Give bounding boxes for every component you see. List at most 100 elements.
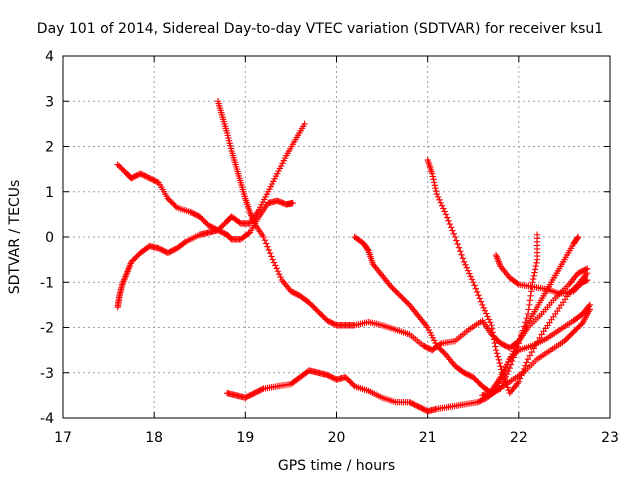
- data-point: [488, 322, 495, 329]
- data-point: [259, 386, 266, 393]
- data-point: [181, 239, 188, 246]
- data-point: [476, 295, 483, 302]
- data-point: [490, 332, 497, 340]
- data-point: [468, 276, 476, 283]
- series-track-4: [223, 306, 594, 415]
- x-tick-label: 22: [510, 430, 528, 446]
- data-point: [432, 187, 440, 195]
- data-point: [432, 184, 439, 192]
- data-point: [477, 298, 485, 305]
- y-axis-label: SDTVAR / TECUs: [7, 180, 23, 295]
- data-point: [518, 372, 525, 379]
- data-point: [523, 359, 530, 366]
- data-point: [470, 279, 477, 286]
- data-point: [454, 240, 461, 248]
- data-point: [172, 203, 179, 210]
- data-point: [289, 199, 296, 207]
- x-tick-label: 18: [145, 430, 163, 446]
- data-point: [522, 362, 529, 369]
- data-point: [584, 270, 591, 277]
- data-point: [447, 224, 455, 231]
- series-track-3: [214, 98, 591, 354]
- x-tick-label: 17: [54, 430, 72, 446]
- data-point: [479, 301, 486, 309]
- y-tick-label: 4: [45, 49, 54, 65]
- y-tick-label: -2: [40, 321, 54, 337]
- series-track-5: [351, 231, 541, 397]
- data-point: [489, 329, 496, 336]
- data-point: [516, 375, 524, 382]
- data-point: [528, 288, 535, 295]
- y-tick-label: -1: [40, 275, 54, 291]
- data-point: [462, 261, 469, 268]
- y-tick-label: 2: [45, 140, 54, 156]
- data-point: [504, 384, 511, 391]
- data-point: [449, 227, 456, 234]
- data-point: [466, 270, 473, 277]
- data-point: [486, 319, 494, 326]
- data-point: [436, 196, 443, 204]
- data-point: [472, 285, 480, 292]
- data-point: [519, 368, 526, 376]
- data-point: [524, 355, 532, 363]
- data-point: [525, 306, 532, 313]
- data-point: [430, 176, 437, 183]
- series-track-7: [492, 251, 591, 297]
- data-point: [264, 243, 271, 250]
- data-point: [301, 120, 308, 128]
- data-point: [429, 173, 437, 180]
- x-tick-label: 23: [601, 430, 619, 446]
- data-point: [492, 343, 499, 350]
- data-point: [467, 273, 474, 280]
- data-point: [442, 211, 450, 218]
- data-point: [492, 346, 500, 354]
- data-point: [437, 199, 444, 206]
- data-point: [526, 301, 533, 309]
- series-track-9: [479, 301, 594, 399]
- data-point: [533, 259, 540, 267]
- data-point: [526, 352, 534, 359]
- data-point: [272, 262, 279, 269]
- data-point: [484, 313, 491, 320]
- data-point: [433, 190, 440, 198]
- y-tick-label: 1: [45, 185, 54, 201]
- y-tick-label: 0: [45, 230, 54, 246]
- data-point: [429, 170, 436, 177]
- data-point: [497, 385, 504, 392]
- data-point: [440, 205, 447, 212]
- x-tick-label: 19: [236, 430, 254, 446]
- series-track-1: [114, 161, 296, 243]
- data-point: [459, 255, 467, 262]
- data-point: [453, 237, 460, 244]
- data-point: [444, 214, 451, 221]
- data-point: [498, 373, 506, 380]
- data-point: [529, 275, 537, 283]
- data-point: [530, 345, 538, 352]
- x-tick-label: 21: [419, 430, 437, 446]
- data-point: [500, 370, 507, 377]
- data-point: [584, 276, 591, 284]
- y-tick-label: -4: [40, 411, 54, 427]
- data-point: [582, 266, 590, 273]
- data-point: [458, 251, 465, 258]
- data-point: [480, 304, 487, 311]
- x-tick-label: 20: [328, 430, 346, 446]
- grid-lines: [63, 56, 610, 418]
- data-point: [494, 353, 502, 360]
- data-point: [490, 336, 498, 343]
- data-point: [520, 365, 528, 373]
- data-point: [438, 202, 446, 209]
- y-tick-label: -3: [40, 366, 54, 382]
- data-point: [574, 234, 581, 242]
- data-point: [463, 264, 470, 271]
- data-point: [446, 220, 454, 228]
- data-point: [502, 364, 510, 372]
- data-point: [274, 268, 282, 275]
- data-point: [505, 358, 512, 366]
- data-point: [451, 233, 459, 241]
- data-point: [431, 182, 439, 189]
- x-axis-label: GPS time / hours: [278, 458, 395, 474]
- data-point: [531, 266, 539, 273]
